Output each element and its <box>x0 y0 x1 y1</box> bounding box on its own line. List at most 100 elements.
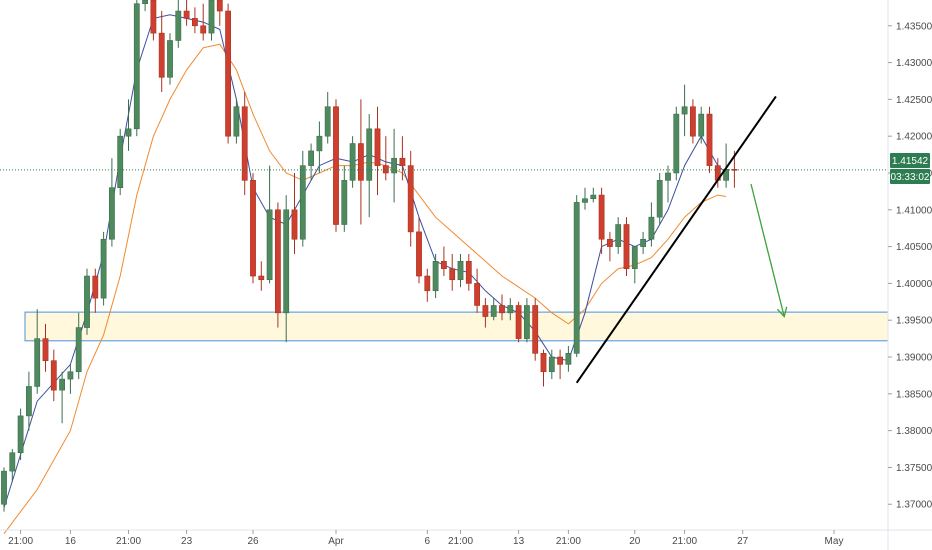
candle[interactable] <box>1 467 7 512</box>
time-axis[interactable]: 21:00 16 21:00 23 26 Apr 6 21:00 13 21:00 20 21:00 2… <box>8 530 843 547</box>
candle[interactable] <box>648 202 655 247</box>
candle[interactable] <box>92 268 99 313</box>
candle[interactable] <box>523 298 530 343</box>
candle[interactable] <box>382 136 389 181</box>
candle[interactable] <box>665 165 671 203</box>
candle[interactable] <box>548 349 555 380</box>
candle[interactable] <box>308 143 314 181</box>
price-axis[interactable]: 1.435001.430001.425001.420001.415001.410… <box>888 21 932 511</box>
candle[interactable] <box>241 92 248 196</box>
candle[interactable] <box>266 165 273 284</box>
candle[interactable] <box>291 172 298 254</box>
candle[interactable] <box>17 408 24 461</box>
candle[interactable] <box>67 364 74 394</box>
candle-body-down <box>606 238 613 247</box>
candle[interactable] <box>515 301 522 343</box>
candle[interactable] <box>374 106 381 196</box>
candle[interactable] <box>698 106 705 144</box>
candle[interactable] <box>175 0 182 48</box>
candle[interactable] <box>50 349 57 402</box>
candle-body-up <box>308 150 314 166</box>
candle-body-up <box>548 356 555 373</box>
candle[interactable] <box>42 323 49 372</box>
candle[interactable] <box>183 0 190 26</box>
candle[interactable] <box>117 128 124 196</box>
candle[interactable] <box>565 345 572 372</box>
candle[interactable] <box>299 150 306 247</box>
candle[interactable] <box>283 195 290 343</box>
candle[interactable] <box>59 371 65 424</box>
candle[interactable] <box>200 3 207 41</box>
candle[interactable] <box>706 106 713 173</box>
candle-body-down <box>416 231 422 277</box>
candle[interactable] <box>499 294 505 321</box>
candle[interactable] <box>656 172 663 225</box>
candle[interactable] <box>598 187 605 254</box>
rising-trendline[interactable] <box>575 95 777 384</box>
candle[interactable] <box>673 106 680 181</box>
candle[interactable] <box>324 92 331 144</box>
candle[interactable] <box>316 121 323 173</box>
candle[interactable] <box>623 217 630 277</box>
candle[interactable] <box>532 298 539 361</box>
candle[interactable] <box>440 246 447 277</box>
candle[interactable] <box>557 349 563 380</box>
candle[interactable] <box>34 309 41 394</box>
candle[interactable] <box>366 114 373 218</box>
candle-body-up <box>640 238 646 247</box>
candle[interactable] <box>258 261 265 291</box>
candle[interactable] <box>540 349 547 387</box>
candle[interactable] <box>606 231 613 262</box>
candle[interactable] <box>9 449 16 483</box>
candle[interactable] <box>457 253 464 288</box>
candle[interactable] <box>142 0 148 12</box>
candle[interactable] <box>208 0 215 41</box>
candle[interactable] <box>333 99 339 232</box>
candle[interactable] <box>391 128 397 203</box>
candle[interactable] <box>424 268 431 302</box>
candle[interactable] <box>109 158 115 247</box>
candle[interactable] <box>482 298 489 328</box>
candle[interactable] <box>416 217 422 284</box>
candle[interactable] <box>250 172 256 284</box>
candle[interactable] <box>158 11 165 93</box>
candle[interactable] <box>125 99 132 151</box>
candle[interactable] <box>474 268 480 313</box>
candle[interactable] <box>75 312 82 380</box>
candle[interactable] <box>192 7 198 34</box>
candle[interactable] <box>84 268 90 335</box>
candle[interactable] <box>689 99 696 144</box>
candle-body-up <box>316 135 323 152</box>
candle[interactable] <box>25 371 32 431</box>
candle[interactable] <box>507 298 514 321</box>
candle[interactable] <box>225 3 231 144</box>
candle[interactable] <box>631 246 638 284</box>
candle[interactable] <box>216 0 223 26</box>
candle[interactable] <box>490 298 497 321</box>
candle[interactable] <box>233 99 240 144</box>
candle[interactable] <box>357 99 364 225</box>
candle[interactable] <box>133 0 140 137</box>
candle[interactable] <box>100 231 107 306</box>
candle[interactable] <box>573 195 580 358</box>
candle[interactable] <box>150 0 157 41</box>
candle[interactable] <box>432 253 439 299</box>
projection-arrow[interactable] <box>750 183 788 318</box>
candle[interactable] <box>681 84 688 137</box>
candle[interactable] <box>590 187 597 203</box>
candle[interactable] <box>465 253 472 291</box>
price-tick-label: 1.37500 <box>896 463 932 474</box>
candle[interactable] <box>582 187 588 210</box>
candle[interactable] <box>615 217 622 254</box>
support-zone-rect[interactable] <box>24 311 889 342</box>
candle[interactable] <box>349 136 356 188</box>
candle[interactable] <box>407 150 414 247</box>
candle[interactable] <box>640 231 646 254</box>
candle[interactable] <box>449 253 456 291</box>
candle[interactable] <box>341 165 348 232</box>
candle[interactable] <box>399 136 406 181</box>
trendline[interactable] <box>575 95 777 384</box>
candle[interactable] <box>167 33 173 85</box>
candle[interactable] <box>274 202 281 328</box>
